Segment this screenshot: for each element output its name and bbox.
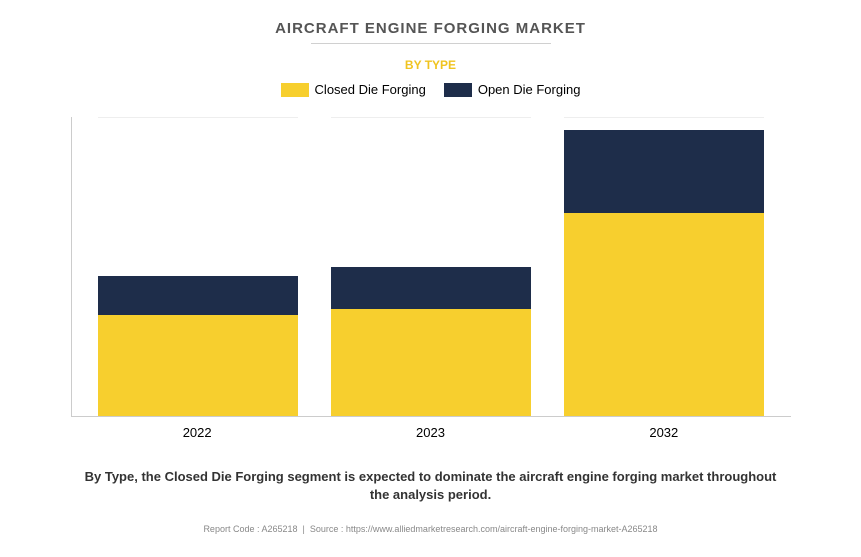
legend-swatch-closed [281,83,309,97]
bar-segment-open [331,267,531,309]
bar-stack [98,276,298,416]
bar-stack [564,130,764,416]
source-url: https://www.alliedmarketresearch.com/air… [346,524,658,534]
legend-label-open: Open Die Forging [478,82,581,97]
title-underline [311,43,551,44]
legend-label-closed: Closed Die Forging [315,82,426,97]
chart-title: AIRCRAFT ENGINE FORGING MARKET [275,20,586,37]
legend-item-closed: Closed Die Forging [281,82,426,97]
x-label-2032: 2032 [564,425,764,440]
bar-segment-closed [98,315,298,416]
bar-2023 [331,117,531,416]
legend-swatch-open [444,83,472,97]
chart-subtitle: BY TYPE [405,58,456,72]
chart-caption: By Type, the Closed Die Forging segment … [40,468,821,504]
footer: Report Code : A265218 | Source : https:/… [203,524,657,534]
bar-stack [331,267,531,416]
report-code: Report Code : A265218 [203,524,297,534]
bar-2022 [98,117,298,416]
x-axis: 2022 2023 2032 [71,425,791,440]
bar-segment-closed [564,213,764,416]
chart-container: AIRCRAFT ENGINE FORGING MARKET BY TYPE C… [0,0,861,557]
legend-item-open: Open Die Forging [444,82,581,97]
x-label-2022: 2022 [97,425,297,440]
bar-segment-open [564,130,764,213]
bar-segment-closed [331,309,531,416]
x-label-2023: 2023 [330,425,530,440]
source-label: Source : [310,524,344,534]
chart-plot-area [71,117,791,417]
bar-2032 [564,117,764,416]
legend: Closed Die Forging Open Die Forging [281,82,581,97]
bar-segment-open [98,276,298,315]
